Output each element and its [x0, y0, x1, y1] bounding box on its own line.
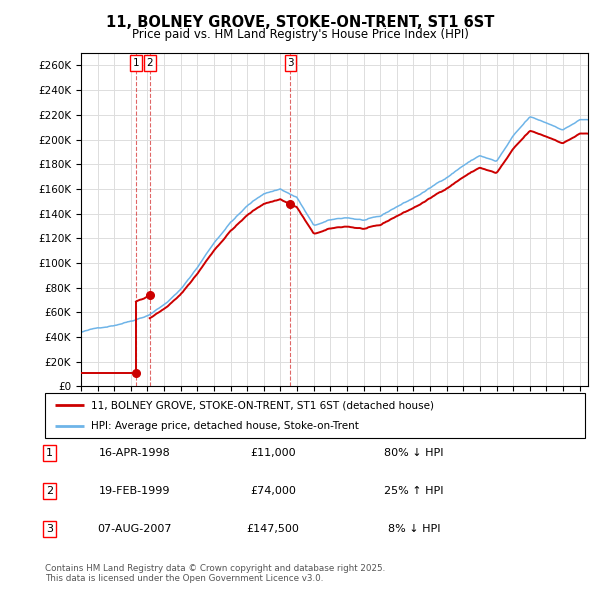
FancyBboxPatch shape: [45, 393, 585, 438]
Text: HPI: Average price, detached house, Stoke-on-Trent: HPI: Average price, detached house, Stok…: [91, 421, 359, 431]
Text: 3: 3: [287, 58, 294, 68]
Text: £74,000: £74,000: [250, 486, 296, 496]
Text: 16-APR-1998: 16-APR-1998: [99, 448, 171, 458]
Text: 11, BOLNEY GROVE, STOKE-ON-TRENT, ST1 6ST (detached house): 11, BOLNEY GROVE, STOKE-ON-TRENT, ST1 6S…: [91, 400, 434, 410]
Text: 2: 2: [46, 486, 53, 496]
Text: 80% ↓ HPI: 80% ↓ HPI: [384, 448, 444, 458]
Text: 19-FEB-1999: 19-FEB-1999: [99, 486, 171, 496]
Text: £147,500: £147,500: [247, 524, 299, 533]
Text: Contains HM Land Registry data © Crown copyright and database right 2025.
This d: Contains HM Land Registry data © Crown c…: [45, 563, 385, 583]
Text: 1: 1: [46, 448, 53, 458]
Text: 07-AUG-2007: 07-AUG-2007: [98, 524, 172, 533]
Text: £11,000: £11,000: [250, 448, 296, 458]
Text: 1: 1: [133, 58, 139, 68]
Text: 2: 2: [146, 58, 153, 68]
Text: 3: 3: [46, 524, 53, 533]
Text: Price paid vs. HM Land Registry's House Price Index (HPI): Price paid vs. HM Land Registry's House …: [131, 28, 469, 41]
Text: 8% ↓ HPI: 8% ↓ HPI: [388, 524, 440, 533]
Text: 25% ↑ HPI: 25% ↑ HPI: [384, 486, 444, 496]
Text: 11, BOLNEY GROVE, STOKE-ON-TRENT, ST1 6ST: 11, BOLNEY GROVE, STOKE-ON-TRENT, ST1 6S…: [106, 15, 494, 30]
